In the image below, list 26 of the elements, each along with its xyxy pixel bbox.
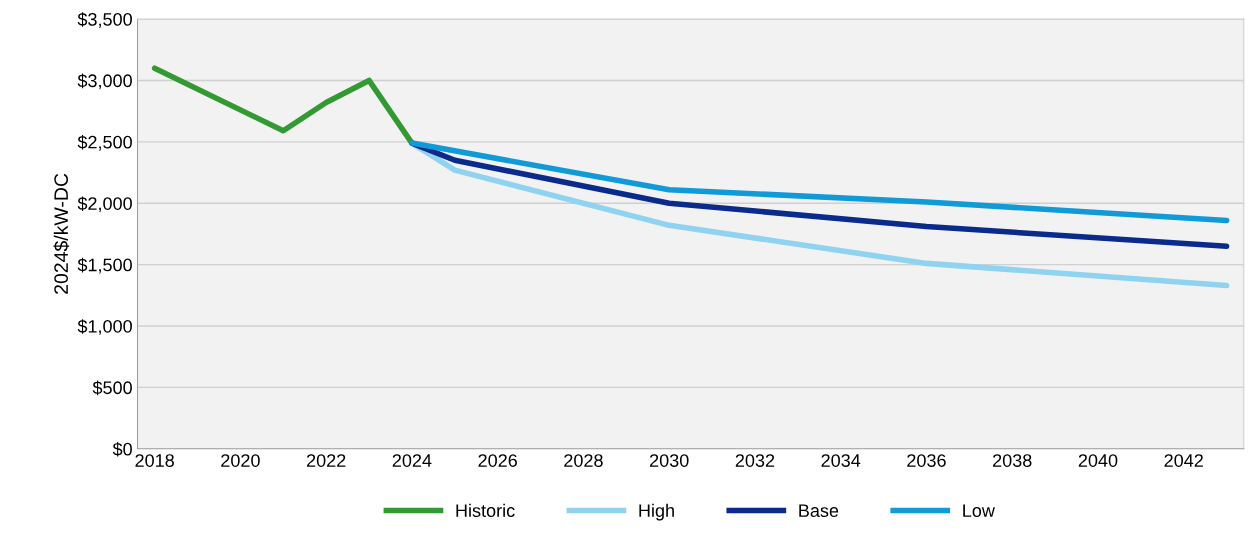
- legend-label: Base: [799, 504, 839, 517]
- y-axis-title: 2024$/kW-DC: [53, 173, 70, 294]
- y-tick-label: $500: [92, 380, 132, 396]
- x-tick-label: 2030: [650, 454, 689, 467]
- legend-label: Historic: [456, 503, 515, 517]
- x-tick-label: 2040: [1078, 454, 1118, 467]
- x-tick-label: 2024: [392, 454, 432, 467]
- x-tick-label: 2020: [221, 454, 260, 467]
- y-tick-label: $0: [112, 441, 132, 457]
- x-tick-label: 2032: [735, 454, 775, 467]
- x-tick-label: 2036: [907, 454, 946, 467]
- y-tick-label: $1,000: [77, 319, 132, 335]
- x-tick-label: 2018: [135, 454, 174, 467]
- x-tick-label: 2034: [821, 454, 861, 467]
- x-tick-label: 2026: [478, 454, 517, 467]
- legend-label: Low: [963, 504, 995, 517]
- legend-label: High: [639, 503, 674, 521]
- x-tick-label: 2022: [306, 454, 346, 467]
- x-tick-label: 2038: [993, 454, 1032, 467]
- x-tick-label: 2028: [564, 454, 603, 467]
- y-tick-label: $2,500: [77, 135, 132, 151]
- y-tick-label: $3,500: [77, 12, 132, 28]
- x-tick-label: 2042: [1164, 454, 1203, 467]
- y-tick-label: $1,500: [77, 257, 132, 274]
- y-tick-label: $3,000: [77, 73, 132, 90]
- y-tick-label: $2,000: [77, 196, 132, 213]
